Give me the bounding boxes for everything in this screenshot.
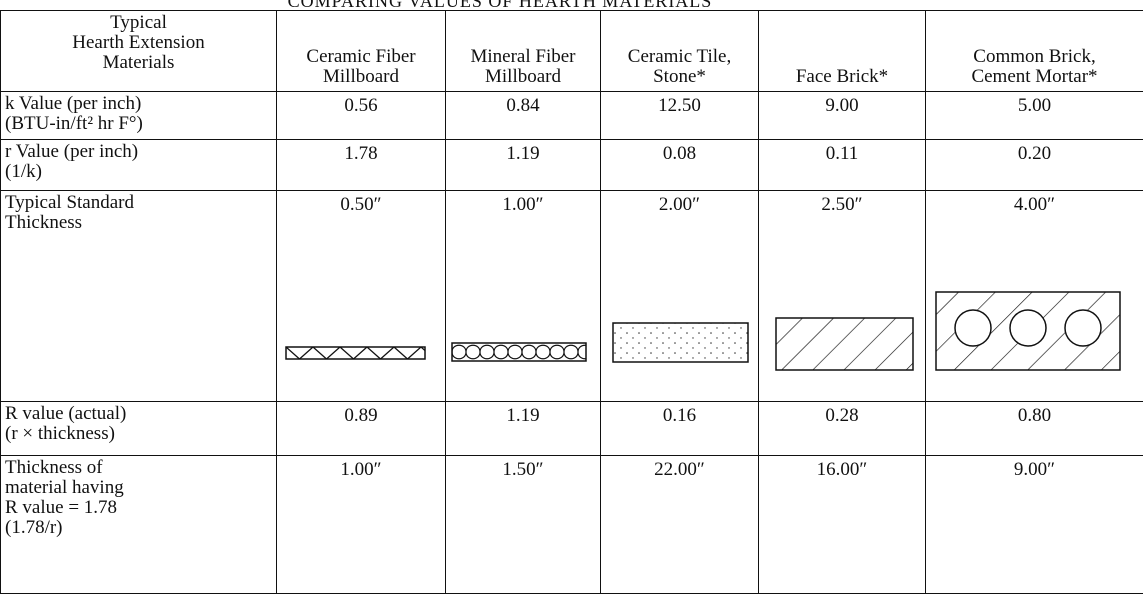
face-brick-icon: [776, 318, 913, 370]
common-brick-icon: [936, 292, 1120, 370]
ceramic-fiber-icon: [286, 347, 425, 359]
illustrations: [0, 0, 1143, 581]
ceramic-tile-icon: [613, 323, 748, 362]
page: COMPARING VALUES OF HEARTH MATERIALS Typ…: [0, 0, 1143, 581]
mineral-fiber-icon: [452, 343, 586, 361]
